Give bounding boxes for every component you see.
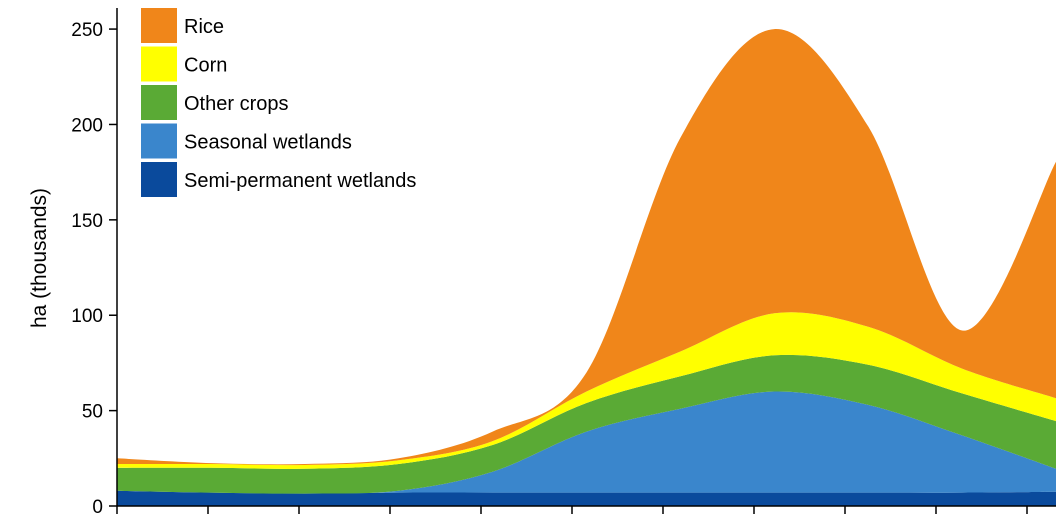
area-semi-permanent-wetlands — [117, 490, 1056, 506]
y-tick-label: 250 — [71, 20, 103, 41]
axes: 0 50 100 150 200 250 — [71, 8, 1056, 517]
area-seasonal-wetlands — [117, 391, 1056, 494]
area-corn — [117, 312, 1056, 469]
legend-label: Rice — [184, 16, 224, 38]
area-rice — [117, 29, 1056, 466]
legend-label: Seasonal wetlands — [184, 132, 352, 154]
y-tick-label: 100 — [71, 306, 103, 327]
y-tick-label: 0 — [92, 497, 103, 517]
legend-label: Semi-permanent wetlands — [184, 170, 416, 192]
y-tick-label: 50 — [82, 402, 103, 423]
y-axis-label: ha (thousands) — [28, 188, 51, 328]
legend-swatch — [141, 46, 177, 82]
legend-swatch — [141, 8, 177, 43]
y-tick-label: 200 — [71, 115, 103, 136]
legend-swatch — [141, 85, 177, 120]
legend-swatch — [141, 123, 177, 159]
y-tick-label: 150 — [71, 211, 103, 232]
legend-label: Corn — [184, 55, 227, 77]
area-other-crops — [117, 354, 1056, 494]
legend-swatch — [141, 162, 177, 197]
legend-label: Other crops — [184, 93, 288, 115]
area-layer — [117, 29, 1056, 506]
legend: Rice Corn Other crops Seasonal wetlands Semi… — [141, 8, 416, 197]
